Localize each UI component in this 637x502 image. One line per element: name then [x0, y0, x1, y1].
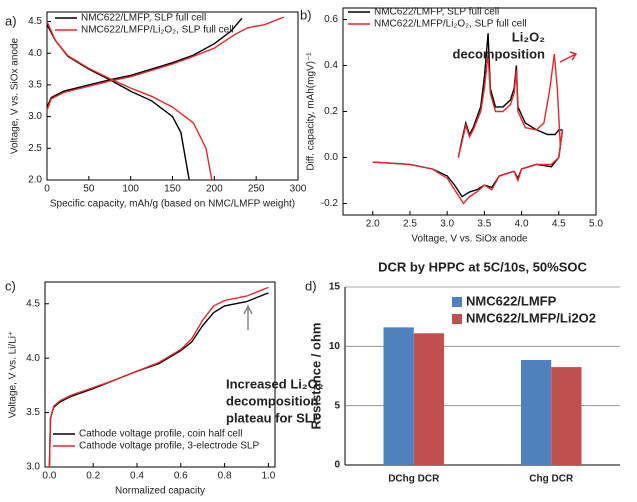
y-tick-label: 0 — [334, 460, 340, 471]
x-tick-label: 0.4 — [130, 471, 144, 482]
x-tick-label: 1.0 — [261, 471, 275, 482]
x-axis-label: Voltage, V vs. SiOx anode — [411, 234, 528, 245]
y-tick-label: 0.0 — [324, 152, 338, 163]
y-tick-label: 0.6 — [324, 14, 338, 25]
bar — [383, 327, 414, 465]
x-tick-label: 3.5 — [477, 219, 491, 230]
legend-label: Cathode voltage profile, coin half cell — [79, 429, 242, 440]
arrow — [243, 304, 253, 330]
legend-swatch — [452, 297, 462, 307]
y-tick-label: -0.2 — [321, 198, 339, 209]
x-tick-label: 0 — [44, 184, 50, 195]
x-tick-label: Chg DCR — [529, 474, 574, 485]
x-tick-label: 250 — [248, 184, 265, 195]
y-tick-label: 0.2 — [324, 106, 338, 117]
y-tick-label: 3.0 — [26, 462, 40, 473]
annotation: Increased Li₂O₂ — [226, 376, 324, 391]
y-axis-label: Diff. capacity, mAh(mgV)⁻¹ — [306, 52, 317, 171]
x-tick-label: 0.6 — [174, 471, 188, 482]
annotation: decomposition — [453, 46, 546, 61]
plot-frame — [44, 281, 276, 468]
arrow — [559, 51, 578, 63]
plot-frame — [46, 11, 299, 181]
legend-swatch — [452, 314, 462, 324]
x-tick-label: 0.8 — [218, 471, 232, 482]
y-axis-label: Voltage, V vs. Li/Li⁺ — [8, 331, 19, 419]
y-tick-label: 10 — [329, 341, 341, 352]
legend-label: NMC622/LMFP/Li₂O₂, SLP full cell — [374, 19, 527, 30]
x-tick-label: 200 — [206, 184, 223, 195]
x-tick-label: 150 — [164, 184, 181, 195]
y-tick-label: 0.4 — [324, 60, 338, 71]
series-line — [372, 53, 564, 205]
series-line — [48, 286, 269, 468]
x-tick-label: 4.0 — [515, 219, 529, 230]
legend-label: NMC622/LMFP — [466, 293, 557, 308]
x-tick-label: 2.5 — [403, 219, 417, 230]
y-axis-label: Voltage, V vs. SiOx anode — [10, 37, 21, 154]
legend-label: NMC622/LMFP/Li₂O₂, SLP full cell — [81, 25, 234, 36]
y-tick-label: 3.0 — [28, 111, 42, 122]
series-line — [46, 17, 243, 181]
bar — [521, 359, 552, 465]
bar — [413, 333, 444, 465]
x-tick-label: 50 — [83, 184, 95, 195]
panel-label: b) — [300, 7, 312, 22]
y-tick-label: 4.0 — [28, 48, 42, 59]
panel-label: a) — [5, 13, 17, 28]
panel-label: d) — [305, 278, 317, 293]
x-tick-label: 100 — [122, 184, 139, 195]
plot-frame — [342, 7, 597, 216]
y-tick-label: 4.5 — [26, 298, 40, 309]
annotation: decomposition — [226, 393, 319, 408]
bar — [551, 367, 582, 465]
y-tick-label: 2.0 — [28, 175, 42, 186]
x-tick-label: DChg DCR — [388, 474, 440, 485]
legend-label: NMC622/LMFP/Li2O2 — [466, 310, 596, 325]
x-tick-label: 0.0 — [42, 471, 56, 482]
y-tick-label: 4.0 — [26, 353, 40, 364]
y-tick-label: 15 — [329, 282, 341, 293]
x-tick-label: 2.0 — [366, 219, 380, 230]
x-tick-label: 300 — [290, 184, 307, 195]
series-line — [46, 16, 285, 181]
annotation: Li₂O₂ — [512, 29, 545, 44]
panel-label: c) — [5, 278, 16, 293]
x-axis-label: Specific capacity, mAh/g (based on NMC/L… — [50, 199, 295, 210]
annotation: plateau for SLP — [226, 410, 322, 425]
x-tick-label: 4.5 — [552, 219, 566, 230]
chart-title: DCR by HPPC at 5C/10s, 50%SOC — [378, 259, 587, 274]
x-tick-label: 5.0 — [589, 219, 603, 230]
legend-label: Cathode voltage profile, 3-electrode SLP — [79, 441, 259, 452]
y-tick-label: 3.5 — [26, 407, 40, 418]
legend-label: NMC622/LMFP, SLP full cell — [81, 13, 206, 24]
legend-label: NMC622/LMFP, SLP full cell — [374, 7, 499, 18]
x-tick-label: 3.0 — [440, 219, 454, 230]
y-axis-label: Resistance / ohm — [308, 323, 323, 430]
y-tick-label: 5 — [334, 400, 340, 411]
y-tick-label: 3.5 — [28, 80, 42, 91]
x-axis-label: Normalized capacity — [115, 486, 205, 497]
y-tick-label: 4.5 — [28, 16, 42, 27]
x-tick-label: 0.2 — [86, 471, 100, 482]
y-tick-label: 2.5 — [28, 143, 42, 154]
